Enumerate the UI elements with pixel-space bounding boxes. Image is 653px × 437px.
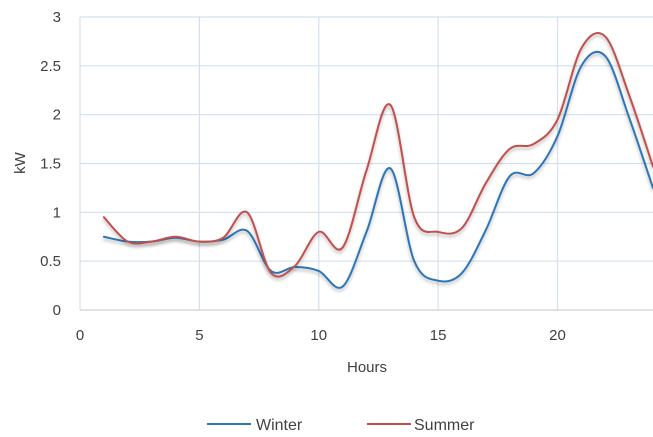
y-axis-title: kW bbox=[12, 151, 29, 174]
series-lines bbox=[102, 32, 653, 289]
gridlines bbox=[80, 16, 653, 310]
x-tick-label: 20 bbox=[549, 327, 566, 344]
series-line-winter bbox=[102, 50, 653, 289]
tick-labels: 0 0.5 1 1.5 2 2.5 3 0 5 10 15 20 bbox=[40, 9, 566, 344]
legend: Winter Summer bbox=[207, 417, 475, 434]
legend-label-summer: Summer bbox=[414, 417, 475, 434]
y-tick-label: 1.5 bbox=[40, 156, 61, 173]
legend-label-winter: Winter bbox=[256, 417, 303, 434]
y-tick-label: 2 bbox=[53, 107, 61, 124]
x-tick-label: 15 bbox=[430, 327, 447, 344]
y-tick-label: 3 bbox=[53, 9, 61, 26]
y-tick-label: 0.5 bbox=[40, 253, 61, 270]
x-tick-label: 0 bbox=[76, 327, 84, 344]
y-tick-label: 0 bbox=[53, 302, 61, 319]
series-line-summer bbox=[102, 32, 653, 278]
y-tick-label: 1 bbox=[53, 204, 61, 221]
x-axis-title: Hours bbox=[347, 359, 387, 376]
y-tick-label: 2.5 bbox=[40, 58, 61, 75]
x-tick-label: 5 bbox=[195, 327, 203, 344]
axes bbox=[79, 17, 653, 311]
x-tick-label: 10 bbox=[310, 327, 327, 344]
